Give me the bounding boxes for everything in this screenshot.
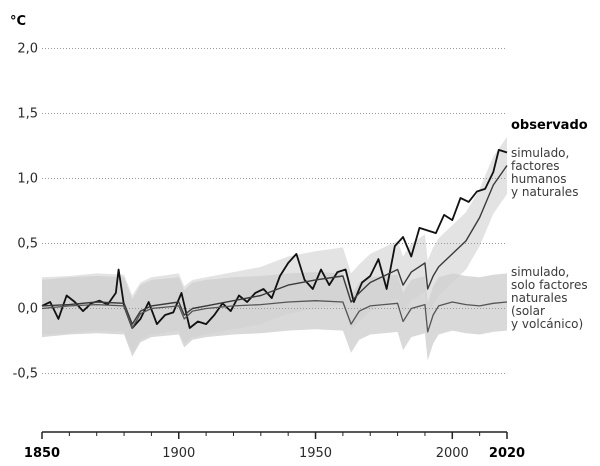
x-axis [41, 431, 508, 439]
legend-natural-only-line-3: naturales [511, 291, 568, 305]
x-tick-label-1950: 1950 [299, 446, 332, 461]
series-line-1 [41, 149, 508, 329]
legend-natural-only-line-1: simulado, [511, 265, 570, 279]
x-tick-labels: 1850 1900 1950 2000 2020 [24, 446, 525, 461]
y-tick-label-0: 2,0 [17, 42, 38, 57]
gridlines [42, 48, 507, 374]
y-tick-label-5: -0,5 [13, 367, 38, 382]
legend-human-natural-line-2: factores [511, 159, 560, 173]
series-lines [41, 149, 508, 333]
x-tick-label-1850: 1850 [24, 446, 60, 461]
legend-human-natural: simulado, factores humanos y naturales [511, 147, 578, 199]
y-tick-label-4: 0,0 [17, 302, 38, 317]
y-tick-label-3: 0,5 [17, 237, 38, 252]
legend-human-natural-line-4: y naturales [511, 185, 579, 199]
legend-natural-only-line-5: y volcánico) [511, 317, 584, 331]
band-natural-only [42, 272, 507, 361]
legend-observado: observado [511, 118, 588, 133]
legend-human-natural-line-1: simulado, [511, 146, 570, 160]
legend-human-natural-line-3: humanos [511, 172, 567, 186]
uncertainty-bands [42, 136, 507, 361]
legend-natural-only-line-2: solo factores [511, 278, 588, 292]
x-tick-label-2000: 2000 [436, 446, 469, 461]
y-tick-label-1: 1,5 [17, 107, 38, 122]
unit-label: °C [10, 14, 26, 29]
series-line-3 [41, 300, 508, 333]
x-tick-label-1900: 1900 [162, 446, 195, 461]
y-tick-labels: 2,0 1,5 1,0 0,5 0,0 -0,5 [13, 42, 38, 382]
y-tick-label-2: 1,0 [17, 172, 38, 187]
legend-natural-only: simulado, solo factores naturales (solar… [511, 266, 588, 331]
series-line-2 [41, 165, 508, 325]
x-tick-label-2020: 2020 [489, 446, 525, 461]
legend-natural-only-line-4: (solar [511, 304, 545, 318]
